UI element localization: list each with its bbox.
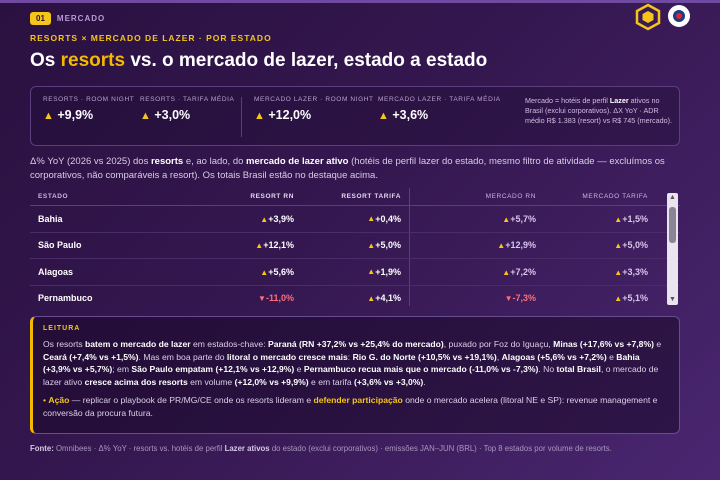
triangle-up-icon: ▲ — [614, 241, 623, 251]
kpi-resorts-tarifa: RESORTS · TARIFA MÉDIA ▲ +3,0% — [140, 96, 235, 122]
kpi-note: Mercado = hotéis de perfil Lazer ativos … — [525, 96, 673, 125]
table-scrollbar[interactable]: ▲ ▼ — [667, 193, 678, 305]
page-title: Os resorts vs. o mercado de lazer, estad… — [30, 50, 488, 71]
kpi-resorts-room-night: RESORTS · ROOM NIGHT ▲ +9,9% — [43, 96, 135, 122]
section-tag: 01 MERCADO — [30, 12, 105, 25]
triangle-up-icon: ▲ — [614, 214, 623, 224]
cell-value: +5,1% — [622, 293, 648, 304]
triangle-up-icon: ▲ — [502, 214, 511, 224]
source-footer: Fonte: Omnibees · Δ% YoY · resorts vs. h… — [30, 444, 612, 453]
table-row[interactable]: Alagoas ▲+5,6% ▲ +1,9% ▲+7,2% ▲+3,3% — [30, 259, 680, 286]
section-label: MERCADO — [56, 14, 106, 23]
kpi-mercado-tarifa: MERCADO LAZER · TARIFA MÉDIA ▲ +3,6% — [378, 96, 501, 122]
triangle-up-icon: ▲ — [367, 214, 376, 224]
triangle-up-icon: ▲ — [367, 293, 376, 303]
cell-value: +0,4% — [375, 213, 401, 224]
triangle-up-icon: ▲ — [367, 240, 376, 250]
state-name: Pernambuco — [38, 293, 93, 304]
triangle-up-icon: ▲ — [614, 294, 623, 304]
triangle-up-icon: ▲ — [260, 267, 269, 277]
cell-value: +5,0% — [622, 240, 648, 251]
table-row[interactable]: Bahia ▲+3,9% ▲ +0,4% ▲+5,7% ▲+1,5% — [30, 206, 680, 233]
triangle-up-icon: ▲ — [367, 267, 376, 277]
leitura-panel: LEITURA Os resorts batem o mercado de la… — [30, 316, 680, 434]
cell-value: +1,9% — [375, 266, 401, 277]
acao-text: • Ação — replicar o playbook de PR/MG/CE… — [43, 395, 658, 418]
scroll-up-arrow-icon[interactable]: ▲ — [669, 194, 676, 201]
scroll-down-arrow-icon[interactable]: ▼ — [669, 296, 676, 303]
states-table[interactable]: ESTADO RESORT RN RESORT TARIFA MERCADO R… — [30, 188, 680, 306]
table-row[interactable]: Pernambuco ▼-11,0% ▲ +4,1% ▼-7,3% ▲+5,1% — [30, 285, 680, 306]
section-number: 01 — [30, 12, 51, 25]
kpi-divider — [241, 97, 242, 137]
top-accent-line — [0, 0, 720, 3]
triangle-down-icon: ▼ — [504, 294, 513, 304]
triangle-up-icon: ▲ — [255, 241, 264, 251]
state-name: São Paulo — [38, 240, 82, 251]
triangle-up-icon: ▲ — [502, 267, 511, 277]
triangle-up-icon: ▲ — [260, 214, 269, 224]
kpi-panel: RESORTS · ROOM NIGHT ▲ +9,9% RESORTS · T… — [30, 86, 680, 146]
table-header: ESTADO RESORT RN RESORT TARIFA MERCADO R… — [30, 188, 680, 206]
triangle-up-icon: ▲ — [614, 267, 623, 277]
cell-value: +5,6% — [268, 266, 294, 277]
cell-value: +12,1% — [263, 240, 294, 251]
country-flag-icon[interactable] — [668, 5, 690, 27]
cell-value: +4,1% — [375, 293, 401, 304]
cell-value: +1,5% — [622, 213, 648, 224]
cell-value: +12,9% — [505, 240, 536, 251]
cell-value: +7,2% — [510, 266, 536, 277]
brand-hexagon-logo-icon[interactable] — [634, 3, 662, 31]
cell-value: +5,7% — [510, 213, 536, 224]
state-name: Alagoas — [38, 266, 74, 277]
triangle-up-icon: ▲ — [254, 110, 265, 122]
cell-value: -7,3% — [512, 293, 536, 304]
leitura-text: Os resorts batem o mercado de lazer em e… — [43, 339, 662, 387]
description-text: Δ% YoY (2026 vs 2025) dos resorts e, ao … — [30, 156, 665, 181]
cell-value: +3,3% — [622, 266, 648, 277]
triangle-up-icon: ▲ — [497, 241, 506, 251]
cell-value: -11,0% — [265, 293, 294, 304]
kpi-mercado-room-night: MERCADO LAZER · ROOM NIGHT ▲ +12,0% — [254, 96, 374, 122]
triangle-down-icon: ▼ — [258, 294, 266, 304]
leitura-title: LEITURA — [43, 325, 81, 332]
scrollbar-thumb[interactable] — [669, 207, 676, 243]
triangle-up-icon: ▲ — [378, 110, 389, 122]
table-row[interactable]: São Paulo ▲+12,1% ▲ +5,0% ▲+12,9% ▲+5,0% — [30, 232, 680, 259]
cell-value: +3,9% — [268, 213, 294, 224]
cell-value: +5,0% — [375, 240, 401, 251]
triangle-up-icon: ▲ — [140, 110, 151, 122]
state-name: Bahia — [38, 213, 63, 224]
kicker-text: RESORTS × MERCADO DE LAZER · POR ESTADO — [30, 33, 272, 43]
triangle-up-icon: ▲ — [43, 110, 54, 122]
